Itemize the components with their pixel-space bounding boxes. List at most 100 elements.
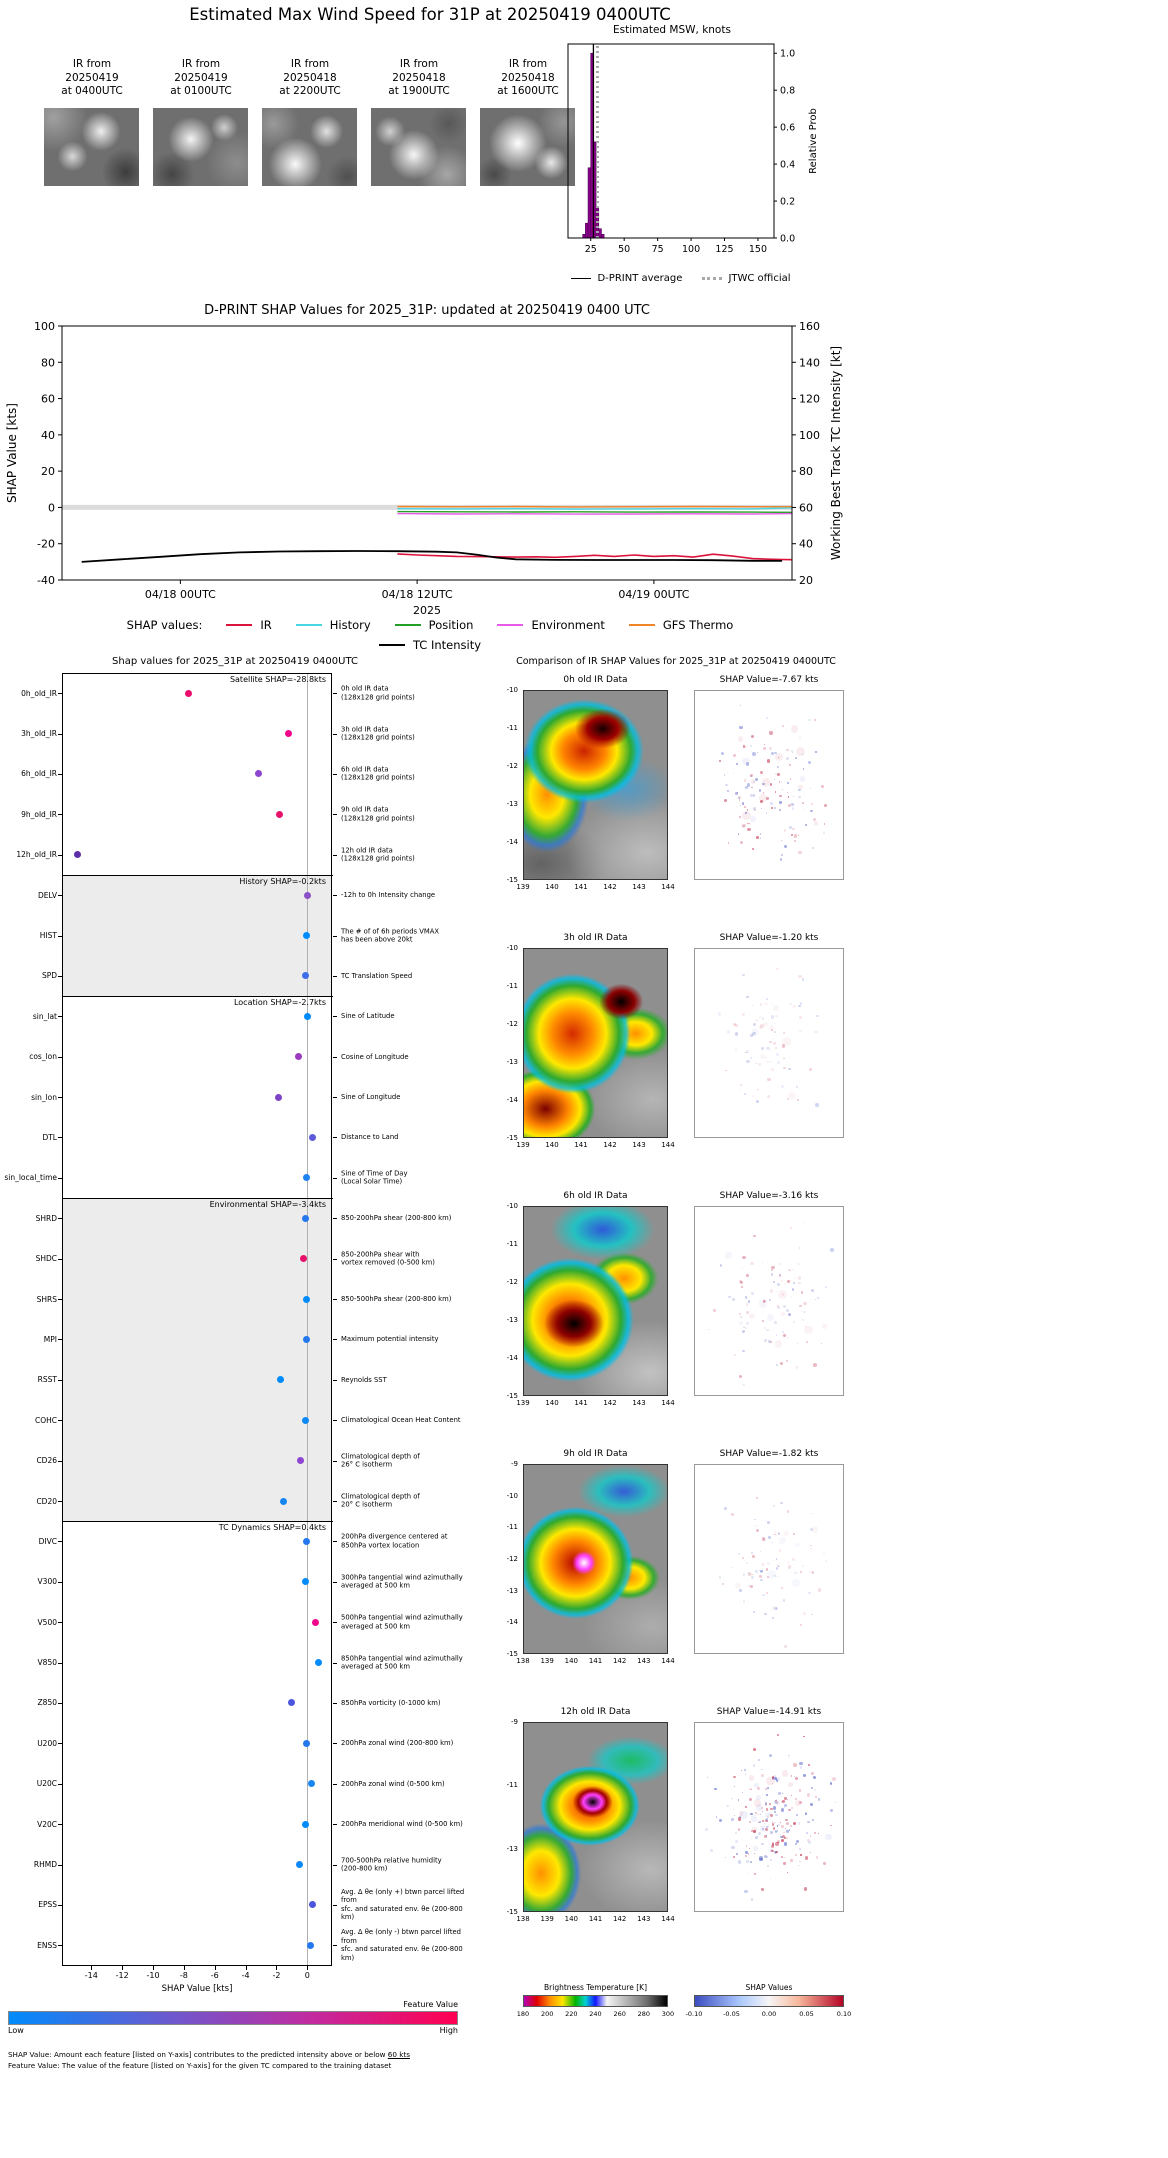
shap-speckle [780, 1587, 783, 1590]
shap-speckle [779, 857, 783, 861]
ir-data-title: 3h old IR Data [563, 933, 628, 943]
y-tick-label: -10 [506, 1202, 518, 1210]
shap-speckle [810, 1512, 813, 1514]
shap-speckle [767, 1811, 773, 1816]
shap-speckle [735, 1048, 738, 1051]
shap-speckle [780, 1800, 783, 1803]
shap-speckle [813, 1363, 817, 1367]
shap-value-title: SHAP Value=-1.20 kts [719, 933, 819, 943]
shap-speckle [811, 1571, 815, 1574]
shap-speckle [811, 1526, 819, 1533]
shap-speckle [738, 1828, 741, 1831]
shap-speckle [753, 1830, 756, 1833]
shap-speckle [731, 1845, 735, 1849]
shap-speckle [790, 778, 792, 780]
x-tick-label: 142 [603, 1399, 617, 1407]
shap-dot [275, 1093, 283, 1101]
shap-speckle [757, 1088, 759, 1091]
shap-speckle [782, 725, 785, 728]
shap-speckle [768, 1298, 772, 1302]
svg-text:0: 0 [48, 501, 55, 514]
feature-row: DTL Distance to Land [0, 1117, 470, 1157]
x-tick-label: 143 [632, 1141, 646, 1149]
shap-speckle [806, 1793, 811, 1797]
shap-speckle [798, 795, 801, 799]
description-tick [333, 1904, 337, 1906]
shap-speckle [735, 1852, 739, 1856]
shap-speckle [737, 833, 740, 835]
feature-row: COHC Climatological Ocean Heat Content [0, 1400, 470, 1440]
shap-speckle [773, 806, 777, 810]
feature-description: Maximum potential intensity [341, 1335, 439, 1344]
comparison-row: 12h old IR Data SHAP Value=-14.91 kts -9 -1… [500, 1703, 862, 1961]
shap-dot [73, 851, 81, 859]
shap-speckle [765, 1828, 768, 1831]
shap-speckle [791, 749, 794, 752]
shap-speckle [799, 1002, 803, 1006]
shap-dot [312, 1618, 320, 1626]
shap-dot [279, 1497, 287, 1505]
shap-speckle [761, 1842, 765, 1846]
description-tick [333, 895, 337, 897]
shap-speckle [766, 1816, 769, 1819]
shap-speckle [790, 1824, 793, 1828]
feature-row: DIVC 200hPa divergence centered at 850hPa… [0, 1521, 470, 1561]
shap-speckle [810, 1771, 814, 1775]
shap-speckle [792, 795, 794, 798]
description-tick [333, 1702, 337, 1704]
shap-speckle [774, 1830, 778, 1833]
shap-speckle [735, 1582, 742, 1589]
shap-speckle [794, 1797, 798, 1801]
svg-text:120: 120 [799, 393, 820, 406]
shap-dot [302, 1578, 310, 1586]
y-tick [58, 773, 62, 775]
feature-description: 700-500hPa relative humidity (200-800 km… [341, 1856, 442, 1873]
shap-speckle [798, 1015, 803, 1019]
footnote-feature-value: Feature Value: The value of the feature … [8, 2061, 392, 2071]
shap-speckle [786, 1510, 790, 1513]
dotplot-sections: Satellite SHAP=-28.8kts 0h_old_IR 0h old I… [0, 673, 470, 1966]
shap-speckle [821, 1324, 827, 1330]
shap-speckle [750, 774, 754, 778]
feature-description: 500hPa tangential wind azimuthally avera… [341, 1613, 463, 1631]
shap-speckle [801, 978, 804, 981]
shap-speckle [735, 762, 738, 765]
ir-thumbnail: IR from 20250418 at 2200UTC [262, 58, 358, 186]
shap-speckle [788, 763, 790, 765]
longitude-axis: 138 139 140 141 142 143 144 [516, 1657, 674, 1667]
shap-speckle [781, 1793, 783, 1795]
feature-name: U200 [37, 1738, 57, 1748]
shap-speckle [742, 1255, 746, 1260]
shap-speckle [764, 1515, 766, 1517]
shap-speckle [804, 1812, 807, 1815]
shap-speckle [781, 1044, 786, 1048]
shap-speckle [772, 1826, 776, 1830]
shap-speckle [781, 1825, 784, 1828]
histogram-legend: D-PRINT average JTWC official [556, 273, 806, 284]
shap-speckle [815, 1856, 818, 1859]
feature-row: ENSS Avg. Δ θe (only -) btwn parcel lifte… [0, 1925, 470, 1965]
svg-text:20: 20 [41, 465, 55, 478]
shap-speckle [765, 812, 767, 814]
shap-speckle [778, 1274, 782, 1277]
shap-speckle [759, 1026, 763, 1030]
shap-speckle [776, 967, 779, 970]
shap-speckle [817, 1588, 822, 1592]
feature-name: SHDC [35, 1254, 57, 1264]
x-tick-label: -2 [272, 1970, 281, 1980]
shap-speckle [769, 1062, 771, 1064]
x-tick-label: -6 [210, 1970, 219, 1980]
y-tick [58, 1662, 62, 1664]
line-swatch [628, 623, 655, 627]
bt-tick-label: 300 [661, 2010, 675, 2018]
shap-speckle [787, 782, 789, 784]
shap-speckle [738, 1280, 742, 1283]
description-tick [333, 1783, 337, 1785]
feature-row: 9h_old_IR 9h old IR data (128x128 grid po… [0, 794, 470, 834]
feature-row: EPSS Avg. Δ θe (only +) btwn parcel lifte… [0, 1885, 470, 1925]
x-tick-label: 143 [637, 1657, 651, 1665]
shap-speckle [744, 806, 746, 808]
ir-thumbnail: IR from 20250419 at 0400UTC [44, 58, 140, 186]
shap-dot [302, 1214, 310, 1222]
shap-speckle [753, 1031, 756, 1034]
